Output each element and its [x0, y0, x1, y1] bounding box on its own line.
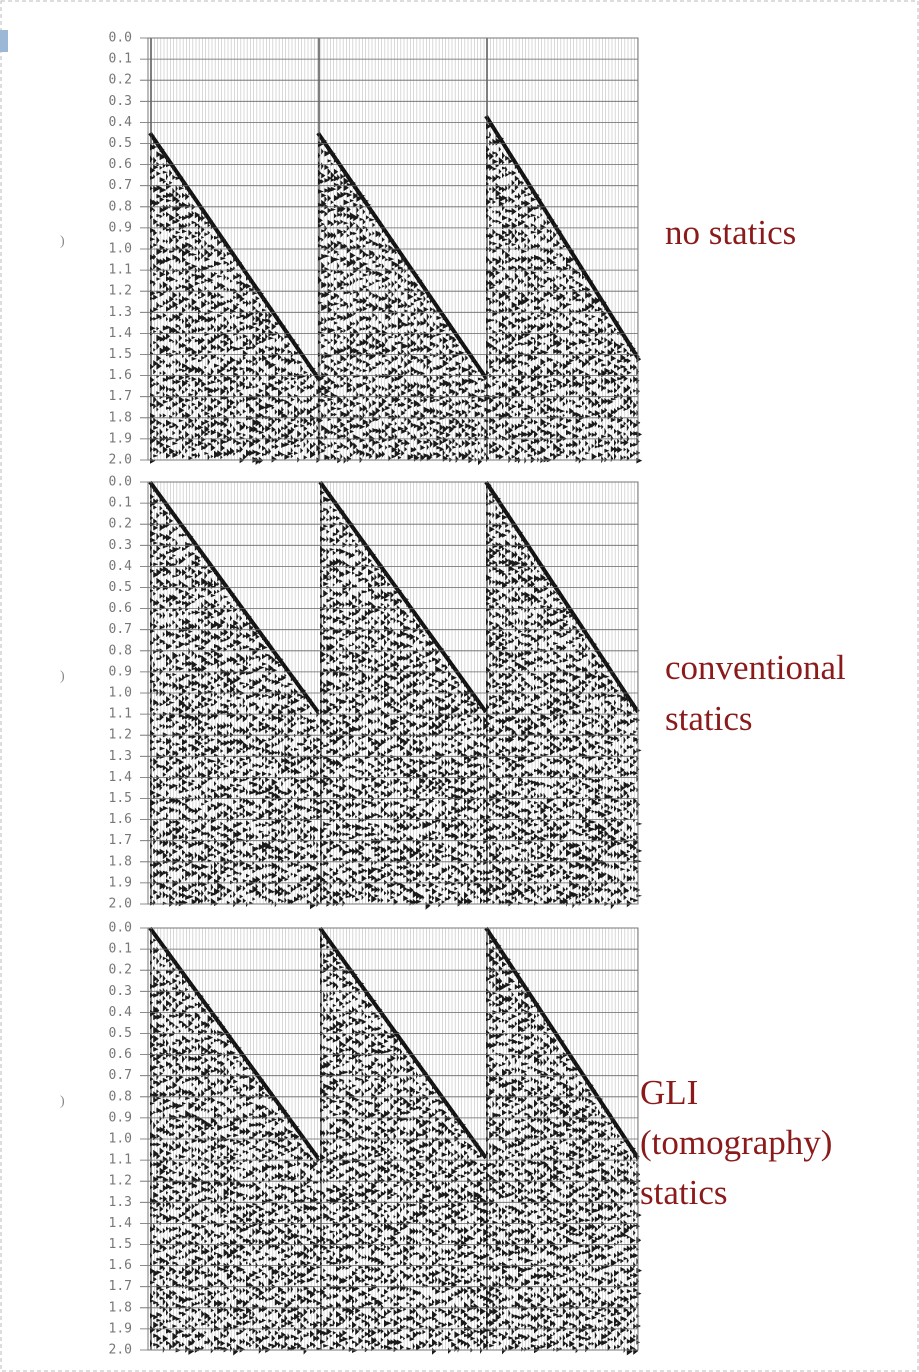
time-tick-label: 1.1 — [109, 707, 132, 722]
time-tick-label: 1.2 — [109, 1174, 132, 1189]
time-tick-label: 0.9 — [109, 1110, 132, 1125]
time-tick-label: 1.4 — [109, 326, 133, 341]
time-tick-label: 1.9 — [109, 875, 132, 890]
time-tick-label: 1.5 — [109, 791, 132, 806]
time-tick-label: 1.8 — [109, 854, 132, 869]
time-tick-label: 1.6 — [109, 368, 132, 383]
time-tick-label: 1.0 — [109, 1132, 132, 1147]
time-tick-label: 1.1 — [109, 1153, 132, 1168]
edge-tab — [0, 30, 8, 52]
time-tick-label: 0.3 — [109, 538, 132, 553]
time-tick-label: 0.9 — [109, 220, 132, 235]
time-tick-label: 0.4 — [109, 1005, 133, 1020]
time-tick-label: 0.5 — [109, 1026, 132, 1041]
time-tick-label: 1.2 — [109, 728, 132, 743]
time-tick-label: 1.4 — [109, 770, 133, 785]
time-tick-label: 2.0 — [109, 1343, 132, 1358]
time-tick-label: 0.6 — [109, 157, 132, 172]
time-tick-label: 0.3 — [109, 94, 132, 109]
time-tick-label: 1.0 — [109, 686, 132, 701]
time-tick-label: 0.9 — [109, 664, 132, 679]
panel-label: statics — [665, 699, 752, 738]
time-tick-label: 2.0 — [109, 897, 132, 912]
time-tick-label: 0.0 — [109, 31, 132, 46]
panel-label: statics — [640, 1173, 727, 1212]
time-tick-label: 1.1 — [109, 263, 132, 278]
time-tick-label: 1.8 — [109, 410, 132, 425]
margin-mark: ) — [60, 234, 65, 249]
time-tick-label: 0.3 — [109, 984, 132, 999]
time-tick-label: 0.8 — [109, 1089, 132, 1104]
time-tick-label: 0.1 — [109, 52, 132, 67]
time-tick-label: 0.7 — [109, 622, 132, 637]
time-tick-label: 2.0 — [109, 453, 132, 468]
time-tick-label: 0.7 — [109, 1068, 132, 1083]
time-tick-label: 0.6 — [109, 601, 132, 616]
time-tick-label: 0.1 — [109, 942, 132, 957]
time-tick-label: 1.7 — [109, 833, 132, 848]
time-tick-label: 0.5 — [109, 136, 132, 151]
time-tick-label: 1.7 — [109, 389, 132, 404]
time-tick-label: 0.8 — [109, 643, 132, 658]
margin-mark: ) — [60, 1094, 65, 1109]
time-tick-label: 0.7 — [109, 178, 132, 193]
time-tick-label: 1.2 — [109, 284, 132, 299]
time-tick-label: 1.5 — [109, 1237, 132, 1252]
time-tick-label: 1.5 — [109, 347, 132, 362]
panel-label: GLI — [640, 1073, 698, 1112]
time-tick-label: 1.3 — [109, 749, 132, 764]
time-tick-label: 1.9 — [109, 1321, 132, 1336]
time-tick-label: 1.0 — [109, 242, 132, 257]
time-tick-label: 1.8 — [109, 1300, 132, 1315]
time-tick-label: 1.9 — [109, 431, 132, 446]
time-tick-label: 1.3 — [109, 305, 132, 320]
time-tick-label: 0.0 — [109, 475, 132, 490]
panel-label: (tomography) — [640, 1123, 832, 1162]
time-tick-label: 0.0 — [109, 921, 132, 936]
time-tick-label: 1.6 — [109, 812, 132, 827]
time-tick-label: 0.8 — [109, 199, 132, 214]
time-tick-label: 0.5 — [109, 580, 132, 595]
time-tick-label: 0.1 — [109, 496, 132, 511]
time-tick-label: 0.2 — [109, 73, 132, 88]
time-tick-label: 1.4 — [109, 1216, 133, 1231]
time-tick-label: 0.2 — [109, 963, 132, 978]
time-tick-label: 0.2 — [109, 517, 132, 532]
time-tick-label: 0.6 — [109, 1047, 132, 1062]
time-tick-label: 0.4 — [109, 115, 133, 130]
time-tick-label: 0.4 — [109, 559, 133, 574]
panel-label: no statics — [665, 213, 796, 252]
time-tick-label: 1.3 — [109, 1195, 132, 1210]
margin-mark: ) — [60, 669, 65, 684]
panel-label: conventional — [665, 648, 846, 687]
figure: 0.0 0.1 0.2 0.3 0.4 0.5 0.6 0.7 0.8 0.9 1.0 1.1 1.2 1… — [0, 0, 919, 1372]
time-tick-label: 1.6 — [109, 1258, 132, 1273]
time-tick-label: 1.7 — [109, 1279, 132, 1294]
